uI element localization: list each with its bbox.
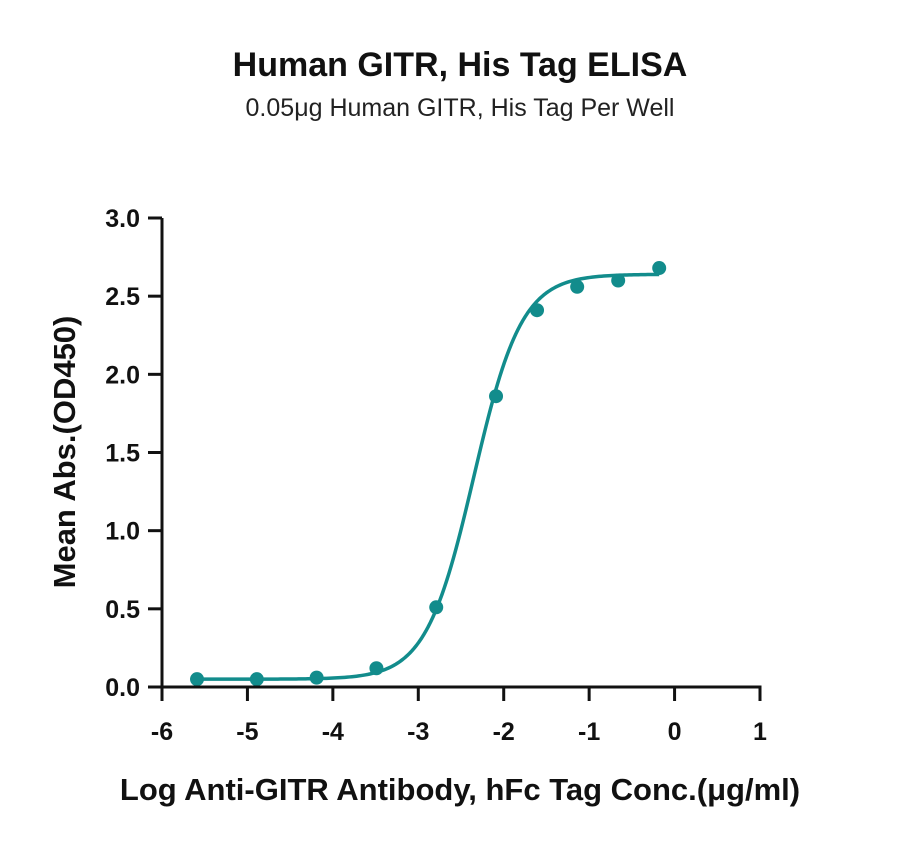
x-tick-label: -2 [493, 718, 515, 746]
data-point [309, 670, 324, 685]
x-axis-label: Log Anti-GITR Antibody, hFc Tag Conc.(μg… [120, 772, 800, 807]
y-tick-label: 1.0 [105, 518, 140, 546]
fit-curve-line [197, 272, 660, 681]
y-tick-label: 3.0 [105, 205, 140, 233]
y-axis-label: Mean Abs.(OD450) [47, 316, 82, 589]
y-tick-label: 2.0 [105, 361, 140, 389]
data-point [429, 600, 444, 615]
data-point [570, 279, 585, 294]
x-tick-label: -6 [151, 718, 173, 746]
x-tick-label: 0 [668, 718, 682, 746]
data-point [652, 261, 667, 276]
y-tick-label: 0.0 [105, 674, 140, 702]
x-tick-label: -5 [236, 718, 258, 746]
data-point [369, 661, 384, 676]
data-points-layer [190, 261, 667, 687]
data-point [530, 303, 545, 318]
y-tick-label: 0.5 [105, 596, 140, 624]
axes: -6 -5 -4 -3 -2 -1 0 1 0.0 0.5 1.0 1.5 2.0 2.5 3.0 [105, 205, 767, 746]
data-point [190, 672, 205, 687]
x-tick-label: -3 [407, 718, 429, 746]
data-point [611, 273, 626, 288]
chart-title: Human GITR, His Tag ELISA [233, 46, 688, 84]
data-point [249, 672, 264, 687]
chart-subtitle: 0.05μg Human GITR, His Tag Per Well [246, 94, 675, 122]
y-tick-label: 1.5 [105, 440, 140, 468]
data-point [489, 389, 504, 404]
x-tick-label: -4 [322, 718, 344, 746]
y-tick-label: 2.5 [105, 283, 140, 311]
x-tick-label: -1 [578, 718, 600, 746]
fit-curve-layer [197, 272, 660, 681]
x-tick-label: 1 [753, 718, 767, 746]
